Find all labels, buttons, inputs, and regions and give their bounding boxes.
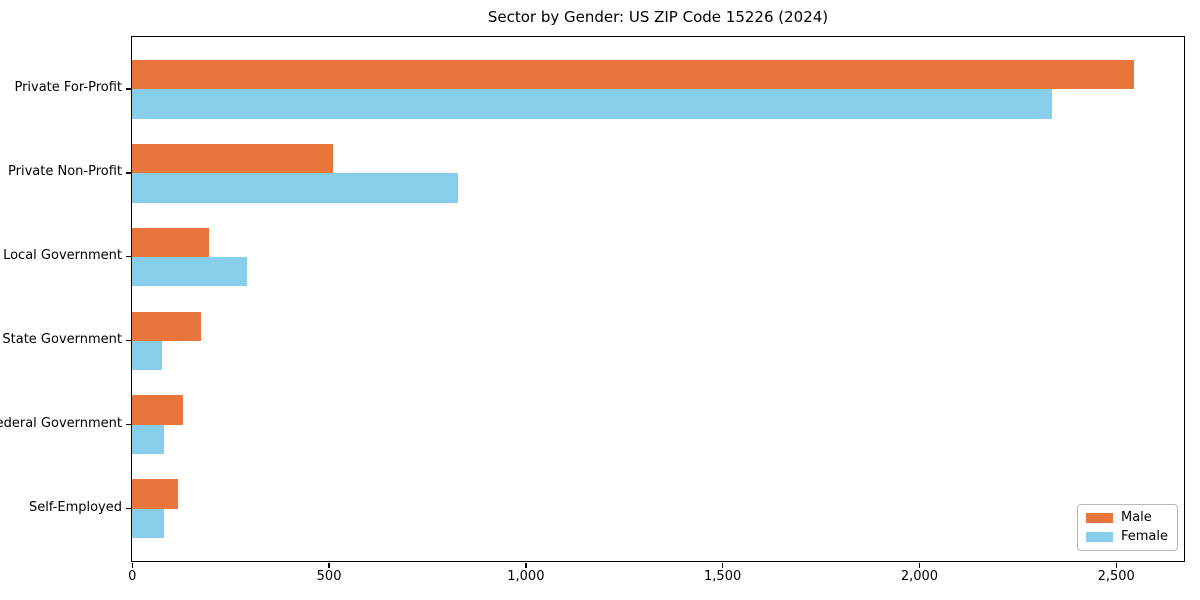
y-axis-tick <box>126 256 131 258</box>
x-axis-tick <box>918 562 921 568</box>
legend-swatch-male-icon <box>1085 513 1113 523</box>
x-axis-tick <box>1115 562 1117 568</box>
y-axis-tick <box>126 423 131 426</box>
legend-swatch-female-icon <box>1085 532 1113 542</box>
y-tick-label: State Government <box>2 331 122 347</box>
y-axis-tick <box>126 172 131 174</box>
bar-female-4 <box>132 424 164 455</box>
y-axis-tick <box>126 339 131 342</box>
chart-title: Sector by Gender: US ZIP Code 15226 (202… <box>487 8 829 26</box>
x-tick-label: 1,000 <box>507 569 545 584</box>
bar-female-2 <box>132 257 247 287</box>
y-tick-label: Local Government <box>3 248 122 264</box>
y-tick-label: Federal Government <box>0 415 122 431</box>
y-tick-label: Private For-Profit <box>14 80 122 96</box>
bar-female-3 <box>132 340 162 371</box>
y-axis-tick <box>126 507 131 509</box>
x-tick-label: 2,000 <box>900 569 939 584</box>
x-axis-tick <box>525 562 527 568</box>
bar-male-3 <box>132 311 201 341</box>
y-tick-label: Private Non-Profit <box>8 164 122 180</box>
bar-female-1 <box>132 173 459 203</box>
y-tick-label: Self-Employed <box>28 499 122 515</box>
x-axis-tick <box>721 562 724 568</box>
bar-female-5 <box>132 508 164 538</box>
legend-label-female: Female <box>1120 529 1168 544</box>
bar-female-0 <box>132 89 1052 119</box>
x-tick-label: 0 <box>128 569 137 584</box>
plot-area: Male Female <box>131 36 1185 562</box>
bar-male-1 <box>132 143 333 174</box>
x-axis-tick <box>131 562 133 568</box>
legend: Male Female <box>1076 504 1178 551</box>
x-tick-label: 2,500 <box>1097 569 1135 584</box>
x-tick-label: 1,500 <box>704 569 742 584</box>
legend-label-male: Male <box>1120 510 1152 525</box>
legend-item-male: Male <box>1085 510 1168 525</box>
x-tick-label: 500 <box>316 569 342 584</box>
x-axis-tick <box>328 562 330 568</box>
bar-male-0 <box>132 60 1135 90</box>
y-axis-tick <box>126 88 131 90</box>
legend-item-female: Female <box>1085 529 1168 544</box>
bar-male-5 <box>132 479 179 509</box>
bar-male-4 <box>132 395 183 425</box>
bar-male-2 <box>132 227 209 258</box>
